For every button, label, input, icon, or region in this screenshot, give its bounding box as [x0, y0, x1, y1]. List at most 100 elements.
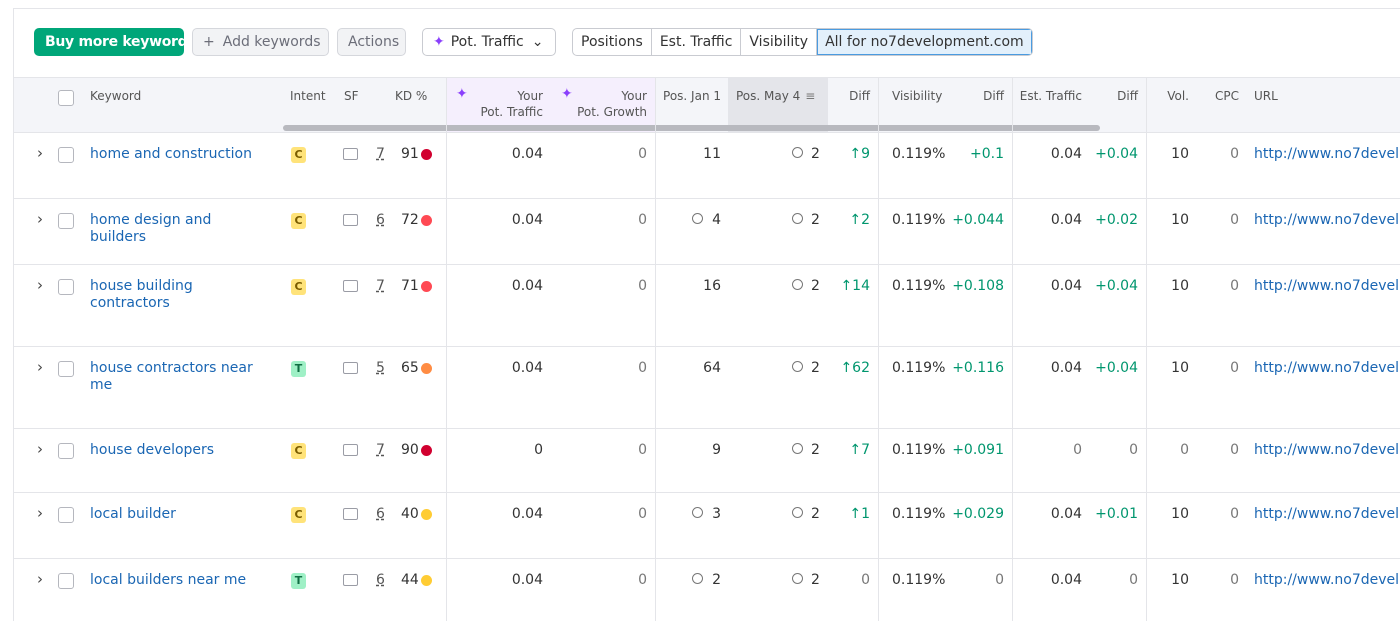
kd: 90 — [401, 442, 419, 458]
actions-label: Actions — [348, 34, 400, 50]
diff-value: 1 — [861, 506, 870, 522]
row-checkbox[interactable] — [58, 443, 74, 459]
header-text: Pos. Jan 1 — [663, 89, 721, 103]
header-checkbox[interactable] — [58, 90, 74, 106]
row-checkbox[interactable] — [58, 213, 74, 229]
pos-jan: 4 — [712, 212, 721, 228]
position-pin — [792, 279, 803, 290]
pos-may: 2 — [811, 212, 820, 228]
url-link: http://www.no7devel — [1254, 506, 1400, 522]
pot-growth: 0 — [638, 212, 647, 228]
header-text: Intent — [290, 89, 326, 103]
kd-dot — [421, 215, 432, 226]
header-line: Your — [621, 89, 647, 103]
up-arrow: ↑ — [849, 212, 862, 228]
chevron: ⌄ — [531, 34, 544, 50]
pos-may: 2 — [811, 360, 820, 376]
row-checkbox[interactable] — [58, 279, 74, 295]
cpc: 0 — [1230, 278, 1239, 294]
keyword-link: house developers — [90, 442, 215, 458]
column-header: Your Pot. Traffic — [455, 88, 543, 120]
row-border — [13, 346, 1400, 347]
tab[interactable]: All for no7development.com — [816, 29, 1032, 55]
cpc: 0 — [1230, 212, 1239, 228]
diff: ↑1 — [830, 506, 870, 523]
position-pin — [792, 507, 803, 518]
column-header: Intent — [290, 88, 330, 104]
est-traffic: 0.04 — [1050, 360, 1082, 376]
column-header: Your Pot. Growth — [560, 88, 647, 120]
kd-dot — [421, 575, 432, 586]
up-arrow: ↑ — [849, 442, 862, 458]
expand-arrow[interactable]: › — [37, 570, 43, 588]
header-text: CPC — [1215, 89, 1239, 103]
sf-count: 7 — [376, 146, 385, 162]
vis-diff: +0.108 — [952, 278, 1004, 294]
diff: ↑7 — [830, 442, 870, 459]
serp-icon — [343, 280, 358, 292]
vis-diff: +0.116 — [952, 360, 1004, 376]
url-link: http://www.no7devel — [1254, 442, 1400, 458]
sf-count: 7 — [376, 278, 385, 294]
row-checkbox[interactable] — [58, 147, 74, 163]
buy-button[interactable]: Buy more keywords — [34, 28, 196, 56]
diff: ↑62 — [830, 360, 870, 377]
column-header: CPC — [1195, 88, 1239, 104]
column-border — [1012, 77, 1013, 621]
top-divider — [13, 8, 1400, 9]
pot-traffic: 0 — [534, 442, 543, 458]
vol: 10 — [1171, 278, 1189, 294]
pos-may: 2 — [811, 572, 820, 588]
cpc: 0 — [1230, 442, 1239, 458]
column-header: Est. Traffic — [1018, 88, 1082, 104]
pot-traffic: 0.04 — [511, 146, 543, 162]
add-button[interactable]: + Add keywords — [192, 28, 329, 56]
expand-arrow[interactable]: › — [37, 440, 43, 458]
expand-arrow[interactable]: › — [37, 144, 43, 162]
serp-icon — [343, 362, 358, 374]
header-text: Pos. May 4 — [736, 89, 801, 103]
up-arrow: ↑ — [849, 506, 862, 522]
header-line: Your — [517, 89, 543, 103]
expand-arrow[interactable]: › — [37, 504, 43, 522]
tab[interactable]: Est. Traffic — [650, 29, 741, 55]
sf-count: 6 — [376, 212, 385, 228]
column-header: Diff — [830, 88, 870, 104]
est-diff: +0.04 — [1095, 360, 1138, 376]
intent-badge: C — [291, 213, 306, 229]
row-checkbox[interactable] — [58, 573, 74, 589]
diff-value: 2 — [861, 212, 870, 228]
row-border — [13, 492, 1400, 493]
diff: ↑9 — [830, 146, 870, 163]
sort-icon: ≡ — [805, 89, 816, 103]
position-pin — [792, 573, 803, 584]
row-checkbox[interactable] — [58, 361, 74, 377]
expand-arrow[interactable]: › — [37, 276, 43, 294]
kd: 44 — [401, 572, 419, 588]
plus-icon: + — [203, 34, 215, 50]
actions-button[interactable]: Actions — [337, 28, 406, 56]
pos-may: 2 — [811, 278, 820, 294]
pot-growth: 0 — [638, 442, 647, 458]
pos-may: 2 — [811, 506, 820, 522]
position-pin — [792, 361, 803, 372]
column-border — [655, 77, 656, 621]
row-checkbox[interactable] — [58, 507, 74, 523]
tab[interactable]: Visibility — [740, 29, 816, 55]
intent-badge: C — [291, 279, 306, 295]
position-pin — [692, 507, 703, 518]
kd-dot — [421, 281, 432, 292]
tab[interactable]: Positions — [581, 34, 643, 50]
column-header: SF — [344, 88, 389, 104]
kd-dot — [421, 363, 432, 374]
expand-arrow[interactable]: › — [37, 210, 43, 228]
kd: 72 — [401, 212, 419, 228]
column-border — [1146, 77, 1147, 621]
visibility: 0.119% — [892, 360, 946, 376]
expand-arrow[interactable]: › — [37, 358, 43, 376]
vol: 10 — [1171, 572, 1189, 588]
pot-traffic-dropdown[interactable]: ✦ Pot. Traffic ⌄ — [422, 28, 556, 56]
serp-icon — [343, 214, 358, 226]
sorted-header-bg — [728, 77, 828, 132]
column-border — [878, 77, 879, 621]
